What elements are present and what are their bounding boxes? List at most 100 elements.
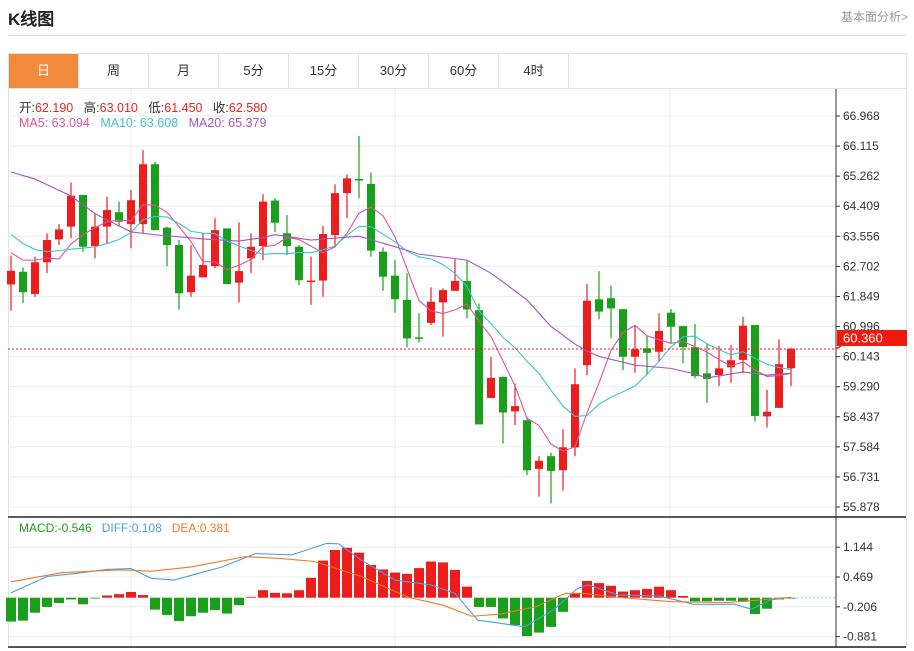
candle-down: [295, 246, 303, 281]
candle-up: [631, 349, 639, 357]
candle-down: [283, 233, 291, 247]
candle-down: [391, 275, 399, 300]
macd-bar: [762, 597, 772, 609]
candle-down: [751, 325, 759, 416]
candle-up: [7, 270, 15, 285]
candle-up: [715, 368, 723, 376]
macd-bar: [534, 597, 544, 633]
macd-bar: [606, 585, 616, 598]
macd-bar: [138, 595, 148, 598]
macd-bar: [306, 577, 316, 598]
macd-tick-label: -0.881: [843, 630, 877, 644]
candle-up: [319, 234, 327, 281]
candle-up: [91, 226, 99, 247]
macd-bar: [786, 597, 796, 599]
macd-bar: [318, 560, 328, 598]
macd-bar: [126, 591, 136, 598]
last-price-badge: [837, 329, 907, 346]
macd-bar: [678, 595, 688, 598]
macd-bar: [390, 572, 400, 598]
candle-up: [739, 325, 747, 360]
candle-down: [379, 251, 387, 277]
tab-5min[interactable]: 5分: [219, 54, 289, 88]
macd-bar: [162, 597, 172, 615]
price-tick-label: 58.437: [843, 410, 880, 424]
macd-bar: [18, 597, 28, 621]
macd-bar: [654, 586, 664, 598]
tab-4hour[interactable]: 4时: [499, 54, 569, 88]
macd-bar: [78, 597, 88, 605]
macd-bar: [246, 596, 256, 598]
price-tick-label: 55.878: [843, 500, 880, 514]
macd-bar: [342, 547, 352, 598]
tab-month[interactable]: 月: [149, 54, 219, 88]
macd-bar: [102, 595, 112, 598]
tab-60min[interactable]: 60分: [429, 54, 499, 88]
fundamental-analysis-link[interactable]: 基本面分析>: [840, 10, 908, 24]
candle-down: [703, 373, 711, 379]
candle-down: [271, 200, 279, 223]
high-value: 63.010: [99, 101, 138, 115]
high-label: 高:: [83, 101, 100, 115]
candle-up: [559, 447, 567, 471]
candle-down: [667, 312, 675, 327]
macd-bar: [462, 586, 472, 598]
macd-bar: [690, 597, 700, 602]
macd-bar: [738, 597, 748, 602]
macd-bar: [558, 597, 568, 612]
candle-down: [523, 420, 531, 471]
price-tick-label: 63.556: [843, 229, 880, 243]
macd-bar: [486, 597, 496, 607]
macd-tick-label: 1.144: [843, 540, 873, 554]
candle-down: [79, 194, 87, 247]
macd-bar: [378, 569, 388, 598]
macd-bar: [426, 561, 436, 598]
candle-down: [19, 271, 27, 293]
macd-bar: [234, 597, 244, 606]
macd-bar: [174, 597, 184, 622]
last-price-label: 60.360: [843, 330, 883, 345]
period-tabs: 日 周 月 5分 15分 30分 60分 4时: [8, 53, 907, 88]
macd-bar: [474, 597, 484, 607]
macd-bar: [450, 569, 460, 598]
candle-up: [199, 265, 207, 278]
price-tick-label: 56.731: [843, 470, 880, 484]
price-tick-label: 65.262: [843, 169, 880, 183]
tab-30min[interactable]: 30分: [359, 54, 429, 88]
price-tick-label: 61.849: [843, 289, 880, 303]
tab-week[interactable]: 周: [79, 54, 149, 88]
macd-bar: [222, 597, 232, 614]
macd-bar: [42, 597, 52, 607]
macd-bar: [150, 597, 160, 610]
macd-bar: [546, 597, 556, 627]
price-tick-label: 64.409: [843, 199, 880, 213]
macd-bar: [186, 597, 196, 617]
macd-bar: [714, 597, 724, 601]
macd-bar: [726, 597, 736, 601]
macd-bar: [570, 593, 580, 598]
tab-15min[interactable]: 15分: [289, 54, 359, 88]
open-value: 62.190: [34, 101, 74, 115]
candle-up: [211, 230, 219, 267]
macd-bar: [282, 593, 292, 598]
candle-up: [139, 164, 147, 225]
price-tick-label: 59.290: [843, 380, 880, 394]
macd-bar: [750, 597, 760, 615]
ma10-value: MA10: 63.608: [100, 116, 179, 130]
diff-line: [10, 542, 792, 628]
low-value: 61.450: [164, 101, 203, 115]
macd-bar: [402, 573, 412, 598]
macd-bar: [582, 580, 592, 598]
candle-up: [511, 406, 519, 412]
candle-up: [583, 300, 591, 366]
header-divider: [8, 35, 906, 36]
tab-day[interactable]: 日: [9, 54, 79, 88]
candle-down: [499, 376, 507, 413]
candle-down: [403, 299, 411, 339]
candle-up: [247, 246, 255, 259]
candle-up: [763, 411, 771, 417]
macd-bar: [330, 550, 340, 598]
price-tick-label: 57.584: [843, 440, 880, 454]
candle-up: [55, 229, 63, 240]
